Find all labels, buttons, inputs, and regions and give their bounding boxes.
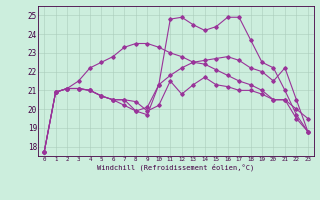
X-axis label: Windchill (Refroidissement éolien,°C): Windchill (Refroidissement éolien,°C) (97, 164, 255, 171)
